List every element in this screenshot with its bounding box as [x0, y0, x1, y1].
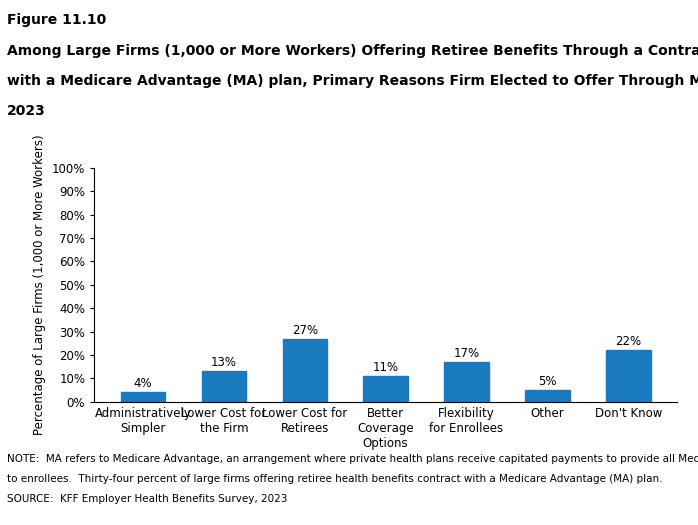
Text: to enrollees.  Thirty-four percent of large firms offering retiree health benefi: to enrollees. Thirty-four percent of lar…: [7, 474, 662, 484]
Text: Figure 11.10: Figure 11.10: [7, 13, 106, 27]
Text: with a Medicare Advantage (MA) plan, Primary Reasons Firm Elected to Offer Throu: with a Medicare Advantage (MA) plan, Pri…: [7, 74, 698, 88]
Text: 2023: 2023: [7, 104, 46, 119]
Text: 22%: 22%: [615, 335, 641, 349]
Text: NOTE:  MA refers to Medicare Advantage, an arrangement where private health plan: NOTE: MA refers to Medicare Advantage, a…: [7, 454, 698, 464]
Text: 4%: 4%: [133, 377, 152, 391]
Text: SOURCE:  KFF Employer Health Benefits Survey, 2023: SOURCE: KFF Employer Health Benefits Sur…: [7, 494, 288, 504]
Text: Among Large Firms (1,000 or More Workers) Offering Retiree Benefits Through a Co: Among Large Firms (1,000 or More Workers…: [7, 44, 698, 58]
Y-axis label: Percentage of Large Firms (1,000 or More Workers): Percentage of Large Firms (1,000 or More…: [34, 134, 46, 435]
Bar: [283, 339, 327, 402]
Bar: [121, 392, 165, 402]
Bar: [445, 362, 489, 402]
Text: 11%: 11%: [373, 361, 399, 374]
Text: 17%: 17%: [454, 347, 480, 360]
Bar: [606, 350, 651, 402]
Text: 5%: 5%: [538, 375, 557, 388]
Text: 27%: 27%: [292, 324, 318, 337]
Bar: [364, 376, 408, 402]
Bar: [202, 371, 246, 402]
Text: 13%: 13%: [211, 356, 237, 370]
Bar: [525, 390, 570, 402]
